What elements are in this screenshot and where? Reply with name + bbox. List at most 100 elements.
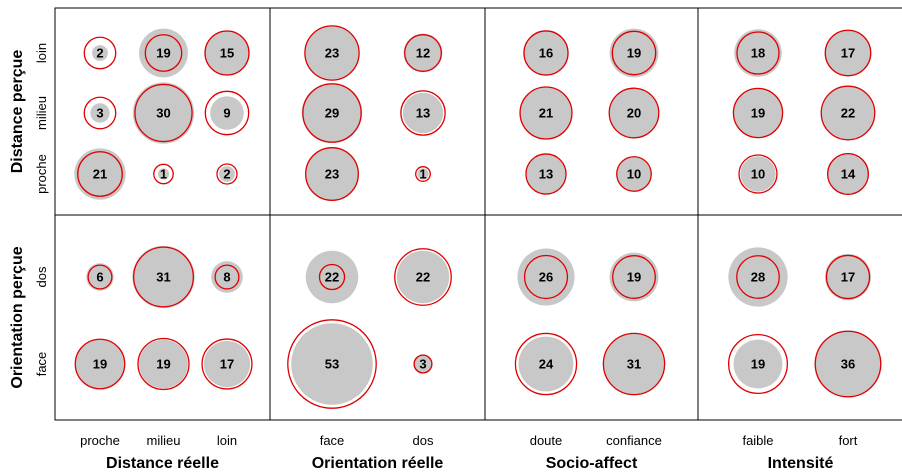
expected-ring	[820, 85, 876, 141]
bubble-fill	[733, 339, 783, 389]
count-label: 17	[841, 270, 855, 285]
count-label: 19	[627, 46, 641, 61]
panel-frame-r1-c3	[697, 214, 902, 421]
panel-orientation_percue-x-socio_affect: 26 19 24 31	[514, 248, 666, 396]
x-group-label: Socio-affect	[546, 455, 638, 472]
expected-ring	[825, 254, 871, 300]
bubble-fill	[518, 336, 574, 392]
expected-ring	[318, 263, 346, 291]
bubble-fill	[396, 250, 450, 304]
expected-ring	[144, 34, 183, 72]
panel-distance_percue-x-intensite: 18 17 19 22 10 14	[732, 29, 876, 195]
panel-orientation_percue-x-intensite: 28 17 19 36	[727, 247, 882, 398]
expected-ring	[83, 96, 117, 130]
expected-ring	[404, 34, 442, 72]
expected-ring	[827, 152, 870, 195]
count-label: 19	[751, 357, 765, 372]
count-label: 10	[627, 167, 641, 182]
expected-ring	[153, 163, 174, 185]
bubble-fill	[75, 339, 125, 389]
y-tick-label: loin	[34, 43, 49, 63]
bubble-fill	[211, 261, 243, 293]
count-label: 17	[220, 357, 234, 372]
bubble-fill	[734, 29, 782, 77]
count-label: 3	[96, 106, 103, 121]
expected-ring	[204, 90, 250, 136]
bubble-fill	[305, 250, 359, 304]
expected-ring	[214, 264, 240, 290]
bubble-fill	[86, 263, 114, 291]
bubble-fill	[608, 87, 660, 139]
expected-ring	[216, 163, 238, 185]
x-tick-label: loin	[217, 433, 237, 448]
count-label: 6	[96, 270, 103, 285]
bubble-fill	[139, 28, 188, 78]
count-label: 19	[627, 270, 641, 285]
bubble-fill	[203, 340, 251, 388]
expected-ring	[83, 36, 117, 70]
bubble-fill	[740, 156, 776, 192]
bubble-fill	[139, 339, 188, 389]
expected-ring	[732, 87, 784, 139]
expected-ring	[523, 30, 569, 76]
bubble-fill	[210, 96, 244, 130]
count-label: 26	[539, 270, 553, 285]
expected-ring	[394, 248, 452, 306]
bubble-fill	[417, 168, 429, 180]
x-tick-label: faible	[742, 433, 773, 448]
count-label: 19	[156, 357, 170, 372]
count-label: 3	[419, 357, 426, 372]
bubble-fill	[90, 103, 110, 123]
count-label: 31	[627, 357, 641, 372]
count-label: 31	[156, 270, 170, 285]
count-label: 23	[325, 46, 339, 61]
count-label: 2	[96, 46, 103, 61]
bubble-fill	[301, 82, 363, 144]
count-label: 20	[627, 106, 641, 121]
count-label: 2	[223, 167, 230, 182]
x-group-label: Distance réelle	[106, 455, 219, 472]
x-group-label: Intensité	[768, 455, 834, 472]
bubble-fill	[305, 26, 359, 80]
x-group-label: Orientation réelle	[312, 455, 444, 472]
bubble-fill	[305, 147, 359, 201]
x-tick-label: doute	[530, 433, 563, 448]
count-label: 24	[539, 357, 554, 372]
expected-ring	[608, 87, 660, 139]
y-group-label: Orientation perçue	[9, 246, 26, 388]
count-label: 9	[223, 106, 230, 121]
expected-ring	[304, 25, 360, 81]
count-label: 19	[751, 106, 765, 121]
count-label: 14	[841, 167, 856, 182]
bubble-fill	[733, 88, 783, 138]
bubble-fill	[132, 82, 195, 144]
expected-ring	[519, 86, 573, 140]
expected-ring	[514, 332, 578, 396]
bubble-fill	[413, 354, 433, 374]
y-tick-label: proche	[34, 154, 49, 194]
bubble-fill	[609, 28, 659, 78]
bubble-fill	[520, 87, 572, 139]
bubble-fill	[132, 245, 195, 309]
x-tick-label: milieu	[147, 433, 181, 448]
bubble-fill	[74, 148, 126, 200]
count-label: 10	[751, 167, 765, 182]
bubble-fill	[92, 45, 108, 61]
panel-distance_percue-x-distance_reelle: 2 19 15 3 30 9 21 1 2	[74, 28, 250, 200]
panel-orientation_percue-x-orientation_reelle: 22 22 53 3	[287, 248, 452, 409]
bubble-fill	[827, 153, 869, 195]
y-tick-label: dos	[34, 266, 49, 287]
bubble-fill	[291, 323, 373, 405]
bubble-fill	[205, 31, 249, 75]
x-tick-label: face	[320, 433, 345, 448]
labels-layer: proche milieu loin Distance réelle face dos Or…	[9, 43, 858, 472]
bubble-fill	[821, 86, 875, 140]
expected-ring	[201, 338, 253, 390]
expected-ring	[77, 151, 123, 197]
bubble-fill	[824, 29, 872, 77]
count-label: 17	[841, 46, 855, 61]
count-label: 22	[416, 270, 430, 285]
expected-ring	[525, 153, 567, 195]
expected-ring	[814, 330, 882, 398]
